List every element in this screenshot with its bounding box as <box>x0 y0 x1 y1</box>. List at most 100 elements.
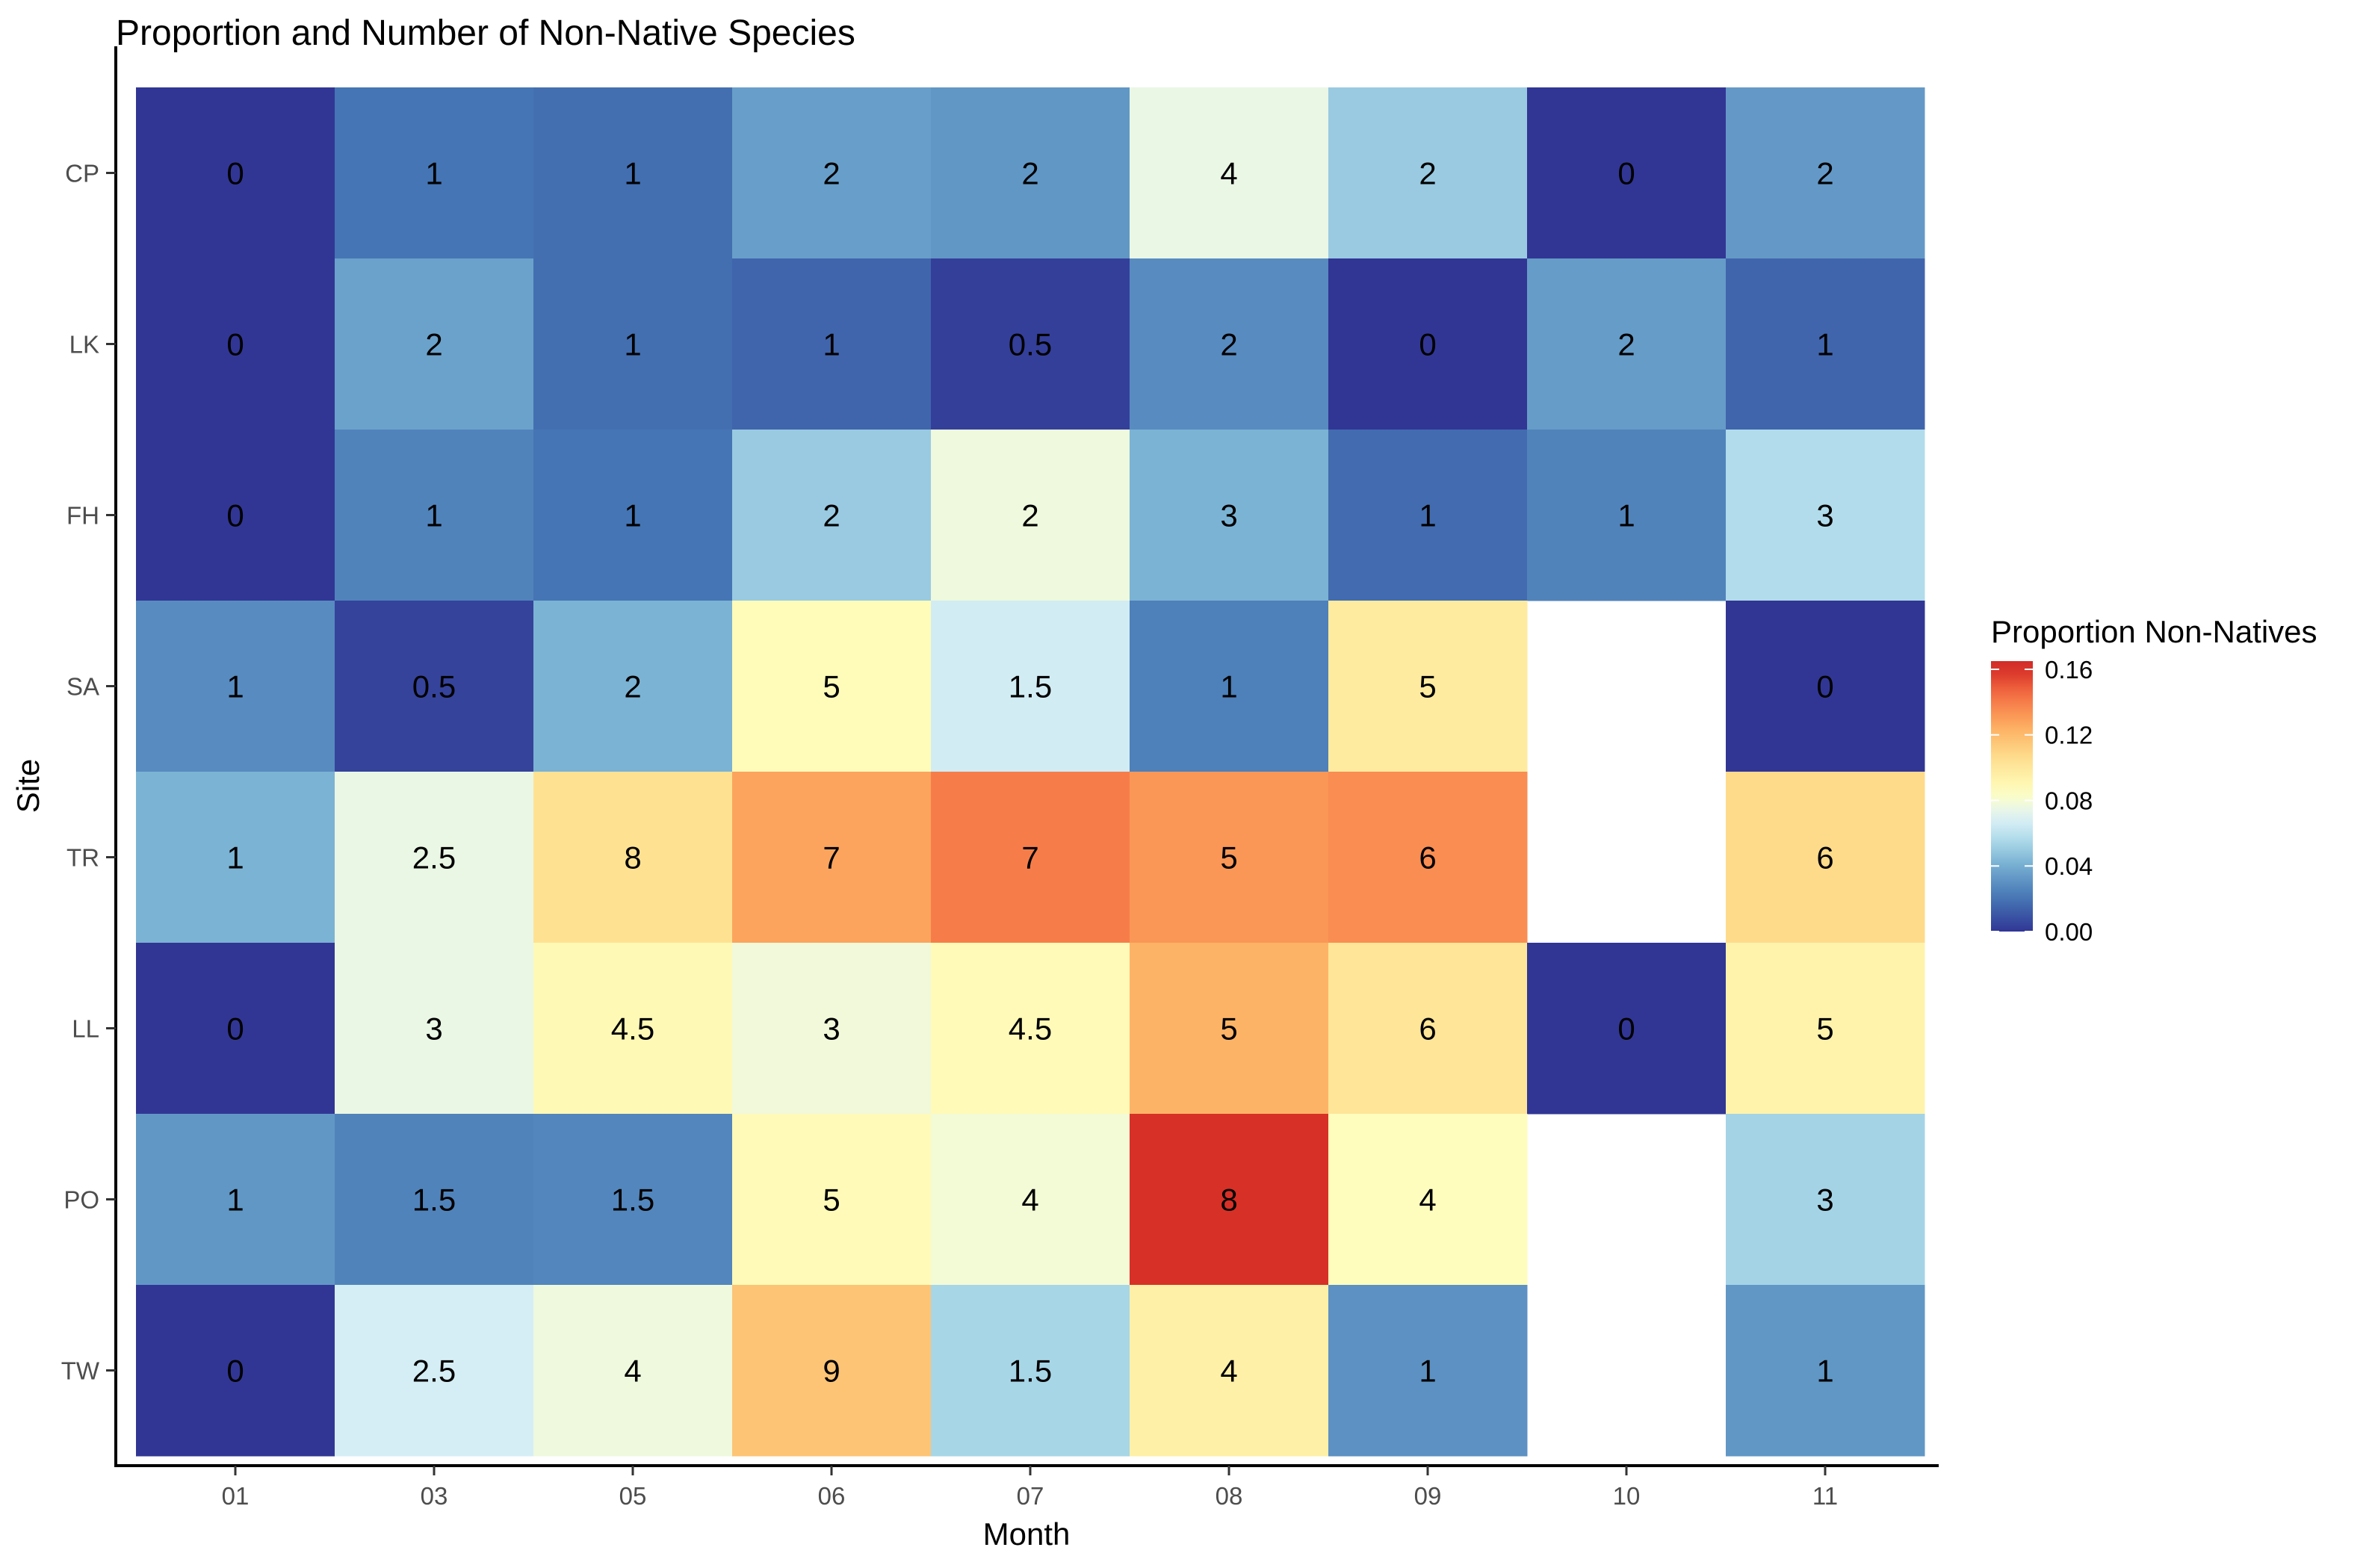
heatmap-cell-po-03 <box>335 1114 534 1286</box>
cell-value-label: 2 <box>1419 156 1436 191</box>
cell-value-label: 5 <box>1816 1011 1833 1047</box>
heatmap-cell-labels: 0 1 1 2 2 4 2 0 2 0 2 1 1 0.5 2 0 2 1 0 1 1 2 2 3 1 1 3 1 0.5 2 5 1.5 1 5… <box>226 156 1833 1389</box>
legend-tick-label: 0.00 <box>2045 918 2093 946</box>
heatmap-cell-fh-11 <box>1726 430 1925 601</box>
legend-tick-label: 0.08 <box>2045 787 2093 814</box>
heatmap-cell-ll-10 <box>1527 943 1727 1115</box>
cell-value-label: 1 <box>226 1183 244 1218</box>
heatmap-cell-ll-03 <box>335 943 534 1115</box>
heatmap-cell-ll-08 <box>1130 943 1329 1115</box>
heatmap-cells <box>136 87 1925 1457</box>
legend: Proportion Non-Natives 0.160.120.080.040… <box>1991 614 2317 946</box>
cell-value-label: 0 <box>226 327 244 362</box>
heatmap-cell-sa-05 <box>533 601 733 772</box>
heatmap-cell-ll-09 <box>1328 943 1528 1115</box>
x-axis-ticks: 01 03 05 06 07 08 09 10 11 <box>222 1466 1838 1510</box>
heatmap-cell-lk-05 <box>533 258 733 430</box>
cell-value-label: 8 <box>624 840 641 876</box>
cell-value-label: 2 <box>1021 156 1038 191</box>
x-tick-label: 01 <box>222 1482 250 1510</box>
heatmap-cell-ll-07 <box>931 943 1130 1115</box>
cell-value-label: 2 <box>823 156 840 191</box>
heatmap-cell-lk-03 <box>335 258 534 430</box>
y-tick-label: SA <box>66 673 99 701</box>
cell-value-label: 5 <box>1419 669 1436 704</box>
legend-tick-label: 0.12 <box>2045 722 2093 749</box>
cell-value-label: 1 <box>624 327 641 362</box>
heatmap-cell-sa-11 <box>1726 601 1925 772</box>
heatmap-cell-tr-11 <box>1726 772 1925 943</box>
x-tick-label: 08 <box>1216 1482 1243 1510</box>
heatmap-cell-tw-07 <box>931 1285 1130 1457</box>
cell-value-label: 1.5 <box>412 1183 456 1218</box>
cell-value-label: 0 <box>1816 669 1833 704</box>
y-tick-label: LK <box>69 331 99 359</box>
y-tick-label: LL <box>72 1015 99 1043</box>
cell-value-label: 0 <box>226 156 244 191</box>
cell-value-label: 1 <box>624 498 641 533</box>
cell-value-label: 2.5 <box>412 840 456 876</box>
heatmap-cell-tr-06 <box>732 772 932 943</box>
cell-value-label: 4 <box>1220 1354 1237 1389</box>
cell-value-label: 2 <box>1816 156 1833 191</box>
legend-tick-label: 0.04 <box>2045 852 2093 880</box>
heatmap-cell-fh-09 <box>1328 430 1528 601</box>
legend-title: Proportion Non-Natives <box>1991 614 2317 649</box>
heatmap-cell-po-11 <box>1726 1114 1925 1286</box>
heatmap-cell-cp-08 <box>1130 87 1329 259</box>
heatmap-cell-tr-09 <box>1328 772 1528 943</box>
cell-value-label: 1 <box>1617 498 1635 533</box>
cell-value-label: 4.5 <box>1009 1011 1052 1047</box>
cell-value-label: 1 <box>425 156 442 191</box>
cell-value-label: 7 <box>1021 840 1038 876</box>
heatmap-cell-sa-03 <box>335 601 534 772</box>
y-axis-title: Site <box>10 759 46 813</box>
heatmap-cell-sa-07 <box>931 601 1130 772</box>
heatmap-cell-tr-03 <box>335 772 534 943</box>
x-tick-label: 10 <box>1613 1482 1641 1510</box>
cell-value-label: 2 <box>1617 327 1635 362</box>
y-tick-label: TR <box>66 844 99 872</box>
heatmap-cell-ll-01 <box>136 943 335 1115</box>
heatmap-cell-po-09 <box>1328 1114 1528 1286</box>
cell-value-label: 1.5 <box>611 1183 654 1218</box>
cell-value-label: 1 <box>1816 1354 1833 1389</box>
legend-colorbar <box>1991 661 2033 932</box>
cell-value-label: 5 <box>823 669 840 704</box>
cell-value-label: 0.5 <box>412 669 456 704</box>
cell-value-label: 0 <box>226 1011 244 1047</box>
cell-value-label: 3 <box>425 1011 442 1047</box>
cell-value-label: 3 <box>1220 498 1237 533</box>
cell-value-label: 2 <box>425 327 442 362</box>
cell-value-label: 2 <box>624 669 641 704</box>
y-tick-label: CP <box>65 160 99 188</box>
heatmap-cell-cp-07 <box>931 87 1130 259</box>
heatmap-cell-cp-09 <box>1328 87 1528 259</box>
heatmap-cell-fh-03 <box>335 430 534 601</box>
heatmap-cell-cp-03 <box>335 87 534 259</box>
cell-value-label: 0.5 <box>1009 327 1052 362</box>
axes <box>114 46 1939 1467</box>
chart-title: Proportion and Number of Non-Native Spec… <box>116 13 855 53</box>
heatmap-cell-tr-05 <box>533 772 733 943</box>
heatmap-cell-ll-06 <box>732 943 932 1115</box>
y-tick-label: FH <box>66 502 99 530</box>
heatmap-cell-po-01 <box>136 1114 335 1286</box>
heatmap-cell-sa-09 <box>1328 601 1528 772</box>
cell-value-label: 3 <box>1816 1183 1833 1218</box>
cell-value-label: 1 <box>624 156 641 191</box>
heatmap-cell-po-07 <box>931 1114 1130 1286</box>
x-tick-label: 07 <box>1017 1482 1044 1510</box>
cell-value-label: 4 <box>1021 1183 1038 1218</box>
cell-value-label: 0 <box>1617 156 1635 191</box>
cell-value-label: 1 <box>1816 327 1833 362</box>
cell-value-label: 2.5 <box>412 1354 456 1389</box>
x-axis-title: Month <box>983 1516 1071 1552</box>
cell-value-label: 9 <box>823 1354 840 1389</box>
heatmap-cell-fh-07 <box>931 430 1130 601</box>
heatmap-cell-ll-05 <box>533 943 733 1115</box>
heatmap-cell-lk-06 <box>732 258 932 430</box>
y-tick-label: PO <box>64 1186 99 1214</box>
heatmap-cell-lk-11 <box>1726 258 1925 430</box>
